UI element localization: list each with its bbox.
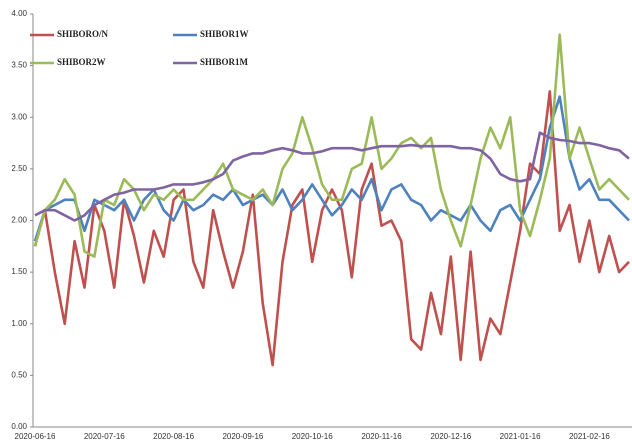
y-tick-label: 2.50 [11,164,27,173]
y-tick-label: 1.00 [11,319,27,328]
legend-label: SHIBOR1W [200,29,249,39]
series-line [34,131,630,222]
y-tick-label: 4.00 [11,9,27,18]
x-tick-label: 2020-12-16 [430,432,471,441]
x-tick-label: 2021-01-16 [500,432,541,441]
y-tick-label: 3.50 [11,61,27,70]
legend-label: SHIBOR2W [57,57,106,67]
legend-label: SHIBOR1M [200,57,249,67]
x-tick-label: 2020-06-16 [15,432,56,441]
legend-label: SHIBORO/N [57,29,109,39]
x-tick-label: 2020-09-16 [222,432,263,441]
y-tick-label: 3.00 [11,112,27,121]
y-tick-label: 1.50 [11,267,27,276]
series-line [33,95,630,242]
x-tick-label: 2020-08-16 [153,432,194,441]
series-line [33,33,630,258]
x-tick-label: 2020-07-16 [84,432,125,441]
y-tick-label: 0.00 [11,422,27,431]
y-tick-label: 2.00 [11,216,27,225]
series-line [33,90,630,367]
x-tick-label: 2021-02-16 [569,432,610,441]
y-tick-label: 0.50 [11,370,27,379]
x-tick-label: 2020-10-16 [292,432,333,441]
x-tick-label: 2020-11-16 [361,432,402,441]
